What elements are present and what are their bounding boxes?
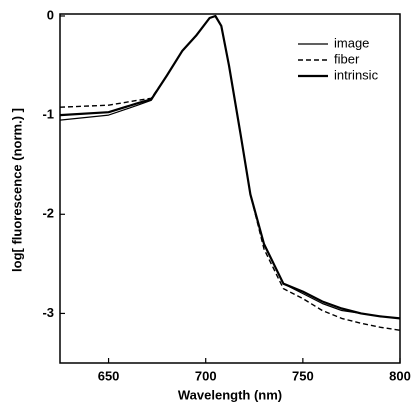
y-tick-label: 0 [47,7,54,22]
series-line [59,14,401,320]
x-tick-label: 750 [292,368,314,383]
y-axis-label: log[ fluorescence (norm.) ] [9,108,24,272]
legend-label: fiber [334,51,360,66]
y-tick-label: -3 [42,305,54,320]
y-tick-label: -1 [42,107,54,122]
x-tick-label: 800 [389,368,411,383]
x-axis-label: Wavelength (nm) [178,387,282,402]
legend-label: intrinsic [334,67,379,82]
legend-label: image [334,35,369,50]
plot-frame [59,13,401,364]
x-tick-label: 650 [98,368,120,383]
y-tick-label: -2 [42,206,54,221]
x-tick-label: 700 [195,368,217,383]
